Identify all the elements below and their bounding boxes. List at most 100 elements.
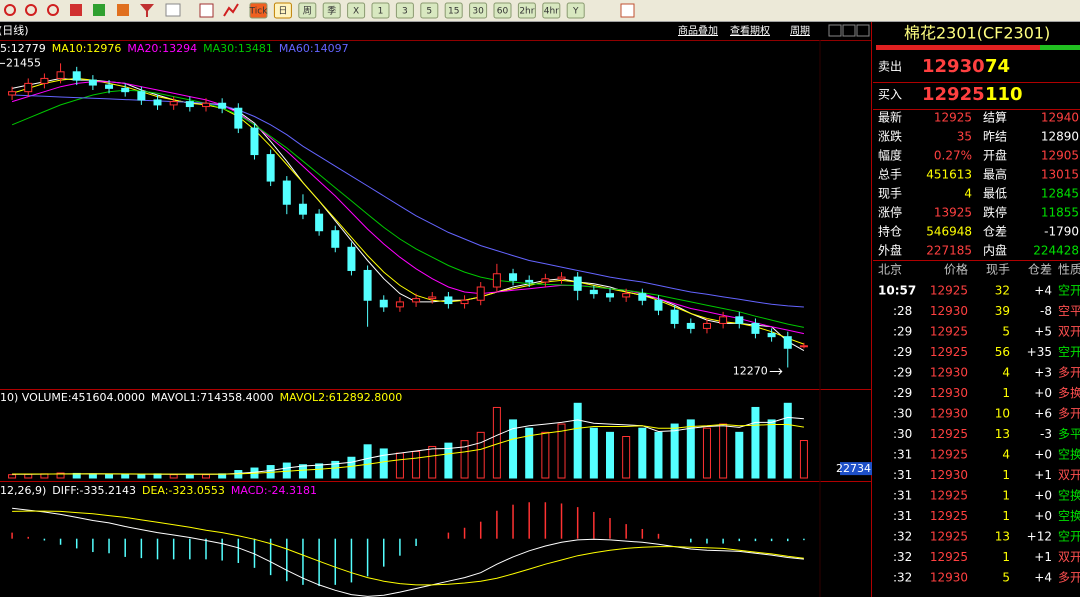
toolbar-button-label: 30 (472, 7, 484, 17)
header-button[interactable] (828, 24, 842, 37)
stat-value: 13015 (1041, 168, 1079, 182)
stat-value: -1790 (1044, 225, 1079, 239)
trade-cell: 12925 (930, 284, 968, 298)
legend-entry: 5:12779 (0, 42, 46, 55)
zoom-out-icon[interactable] (47, 4, 59, 16)
legend-entry: 12,26,9) (0, 484, 46, 497)
trade-cell: 1 (1002, 509, 1010, 523)
trade-cell: 空开 (1058, 530, 1080, 544)
trade-header: 仓差 (1028, 263, 1052, 277)
volume-bar (589, 427, 598, 479)
trade-cell: 1 (1002, 386, 1010, 400)
book-volume: 110 (985, 84, 1023, 105)
toolbar-button-label: 2hr (519, 7, 534, 17)
stat-value: 12925 (934, 111, 972, 125)
toolbar-button[interactable] (420, 2, 439, 19)
volume-bar (541, 431, 550, 479)
trade-cell: 12930 (930, 304, 968, 318)
candle-body (525, 279, 534, 283)
legend-entry: MA30:13481 (203, 42, 273, 55)
low-pointer (769, 368, 783, 375)
toolbar-button[interactable] (249, 2, 268, 19)
stat-label: 最低 (983, 187, 1007, 201)
stat-value: 4 (964, 187, 972, 201)
frame (0, 22, 872, 597)
toolbar-button-label: Y (572, 7, 579, 17)
toolbar-button-label: 5 (426, 7, 432, 17)
draw-icon[interactable] (93, 4, 105, 16)
book-price: 12930 (922, 56, 985, 77)
trade-cell: 13 (995, 427, 1010, 441)
toolbar-button[interactable] (493, 2, 512, 19)
filter-icon[interactable] (140, 4, 154, 17)
trade-cell: :31 (893, 509, 912, 523)
low-annotation: 12270 (733, 364, 768, 377)
trade-cell: 12930 (930, 366, 968, 380)
header-link[interactable]: 周期 (790, 25, 810, 37)
toolbar-button[interactable] (395, 2, 414, 19)
stat-value: 451613 (926, 168, 972, 182)
trade-cell: 多开 (1058, 407, 1080, 421)
trade-cell: :29 (893, 386, 912, 400)
stat-value: 13925 (934, 206, 972, 220)
chart-header: (日线) (0, 23, 870, 37)
header-link[interactable]: 查看期权 (730, 24, 770, 37)
y-tick-box (840, 462, 872, 476)
stat-label: 内盘 (983, 243, 1007, 258)
report-icon[interactable] (620, 3, 635, 18)
trade-cell: 12930 (930, 407, 968, 421)
book-label: 卖出 (878, 60, 902, 74)
trade-cell: 12925 (930, 550, 968, 564)
trade-cell: 4 (1002, 448, 1010, 462)
tool-icon[interactable] (117, 4, 129, 16)
toolbar-button[interactable] (542, 2, 561, 19)
toolbar-button[interactable] (298, 2, 317, 19)
candle-body (347, 246, 356, 271)
trade-cell: +0 (1034, 489, 1052, 503)
volume-bar (105, 473, 114, 479)
toolbar-button[interactable] (347, 2, 366, 19)
zoom-icon[interactable] (25, 4, 37, 16)
candle-body (315, 213, 324, 232)
trade-cell: 多换 (1058, 386, 1080, 400)
trade-cell: :32 (893, 571, 912, 585)
stat-label: 仓差 (983, 225, 1007, 239)
candle-body (622, 293, 631, 298)
stat-label: 跌停 (983, 205, 1007, 220)
toolbar: Tick 日 周 季 X 1 3 5 15 30 60 2hr 4hr Y (0, 0, 1080, 22)
header-button[interactable] (856, 24, 870, 37)
chart-icon[interactable] (223, 3, 239, 17)
volume-bar (476, 431, 485, 479)
new-icon[interactable] (165, 3, 181, 17)
legend-entry: DEA:-323.0553 (142, 484, 225, 497)
window-icon[interactable] (70, 4, 82, 16)
trade-cell: 12925 (930, 530, 968, 544)
stat-value: 0.27% (934, 149, 972, 163)
candle-body (298, 203, 307, 215)
candle-body (8, 91, 17, 96)
header-button[interactable] (842, 24, 856, 37)
volume-bar (670, 423, 679, 479)
stat-value: 12845 (1041, 187, 1079, 201)
header-link[interactable]: 商品叠加 (678, 24, 718, 37)
toolbar-button[interactable] (566, 2, 585, 19)
volume-bar (298, 464, 307, 479)
toolbar-button[interactable] (444, 2, 463, 19)
volume-bar (137, 473, 146, 479)
trade-cell: 5 (1002, 325, 1010, 339)
volume-bar (751, 406, 760, 479)
toolbar-button[interactable] (273, 2, 292, 19)
toolbar-button[interactable] (322, 2, 341, 19)
zoom-in-icon[interactable] (4, 4, 16, 16)
trade-cell: -3 (1040, 427, 1052, 441)
toolbar-button[interactable] (469, 2, 488, 19)
stat-value: 12905 (1041, 149, 1079, 163)
volume-bar (202, 474, 210, 479)
stat-value: 546948 (926, 225, 972, 239)
toolbar-button[interactable] (371, 2, 390, 19)
toolbar-button[interactable] (517, 2, 536, 19)
book-price: 12925 (922, 84, 985, 105)
trade-cell: +0 (1034, 509, 1052, 523)
table-icon[interactable] (199, 3, 214, 18)
